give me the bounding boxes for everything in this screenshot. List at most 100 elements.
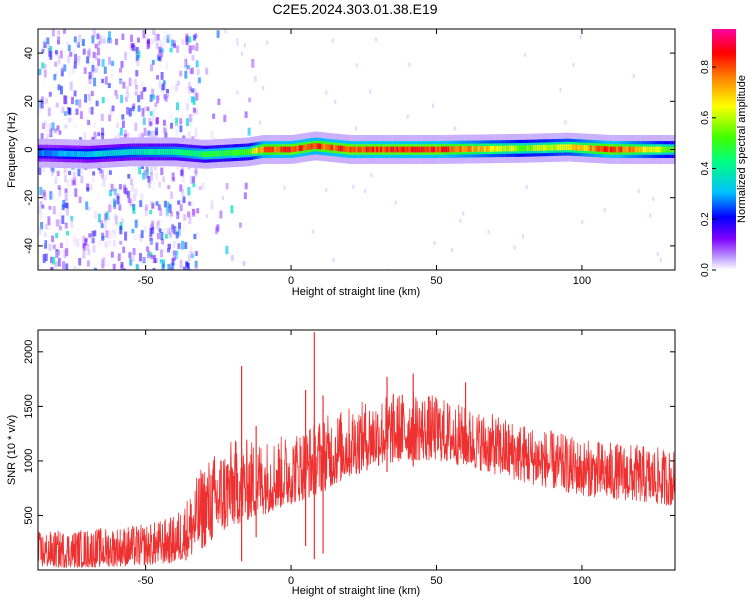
heatmap-cell [147,250,151,259]
heatmap-cell [165,195,169,203]
heatmap-cell [139,132,143,141]
heatmap-cell [255,147,259,154]
heatmap-cell [187,187,191,196]
heatmap-cell [101,133,105,142]
heatmap-cell [284,146,287,153]
heatmap-cell [190,67,194,75]
heatmap-cell [152,149,155,155]
heatmap-cell [175,215,179,220]
heatmap-cell [498,145,501,152]
heatmap-cell [42,254,46,263]
heatmap-cell [626,146,629,153]
heatmap-cell [188,215,192,225]
heatmap-cell [56,31,60,40]
heatmap-cell [101,259,104,268]
heatmap-cell [50,150,53,157]
heatmap-cell [149,94,153,102]
heatmap-cell [119,80,122,85]
heatmap-cell [524,52,527,57]
heatmap-cell [183,214,187,221]
heatmap-cell [184,58,188,68]
heatmap-cell [177,200,181,205]
heatmap-cell [114,225,118,234]
heatmap-cell [119,240,123,245]
heatmap-cell [396,146,399,153]
heatmap-cell [88,71,92,80]
heatmap-cell [152,108,156,117]
heatmap-cell [525,184,528,189]
heatmap-cell [82,250,86,259]
heatmap-cell [101,263,105,270]
heatmap-cell [144,204,148,211]
heatmap-cell [72,151,75,157]
heatmap-cell [73,47,76,56]
heatmap-cell [102,257,106,266]
heatmap-cell [103,66,107,74]
heatmap-cell [90,91,94,97]
heatmap-cell [117,253,121,261]
heatmap-cell [91,237,95,244]
heatmap-cell [42,166,46,172]
heatmap-cell [166,61,170,68]
colorbar-tick-label: 0.2 [700,212,711,226]
heatmap-cell [59,242,63,248]
heatmap-cell [109,189,112,197]
heatmap-cell [50,166,54,171]
heatmap-cell [194,165,198,174]
heatmap-cell [216,30,220,38]
heatmap-cell [185,210,189,219]
heatmap-cell [76,238,80,248]
heatmap-cell [63,111,67,116]
heatmap-cell [384,146,387,153]
heatmap-cell [119,127,123,136]
heatmap-cell [579,35,582,40]
heatmap-cell [153,162,157,171]
heatmap-cell [152,267,156,270]
heatmap-cell [127,174,131,179]
heatmap-cell [92,171,96,176]
heatmap-cell [148,235,152,242]
heatmap-cell [202,151,206,158]
heatmap-cell [542,144,546,151]
heatmap-cell [451,146,454,153]
heatmap-cell [165,211,169,218]
heatmap-cell [98,240,102,247]
heatmap-cell [516,145,519,152]
heatmap-cell [59,226,62,231]
heatmap-cell [170,229,174,235]
heatmap-cell [179,125,183,133]
heatmap-cell [131,254,135,263]
heatmap-cell [182,164,186,171]
heatmap-cell [131,106,135,112]
heatmap-cell [41,62,45,69]
heatmap-cell [194,260,198,268]
heatmap-cell [158,55,162,62]
snr-series [38,332,675,568]
heatmap-cell [139,200,143,208]
heatmap-cell [171,262,175,270]
heatmap-cell [176,102,179,111]
heatmap-cell [572,62,575,67]
heatmap-cell [367,146,370,153]
heatmap-cell [101,97,105,104]
heatmap-cell [97,132,101,137]
heatmap-cell [68,190,72,197]
heatmap-cell [191,88,195,93]
heatmap-cell [147,175,151,183]
heatmap-cell [165,125,169,131]
heatmap-cell [408,146,411,153]
heatmap-cell [84,151,87,158]
heatmap-cell [261,86,264,91]
heatmap-cell [163,94,167,100]
heatmap-cell [65,263,69,270]
heatmap-cell [292,146,295,153]
heatmap-cell [437,146,440,153]
heatmap-cell [173,226,177,235]
heatmap-cell [65,238,69,248]
heatmap-cell [51,122,55,131]
heatmap-cell [559,144,562,151]
heatmap-cell [219,210,223,219]
heatmap-cell [640,146,643,153]
heatmap-cell [135,149,138,155]
heatmap-cell [52,244,56,250]
